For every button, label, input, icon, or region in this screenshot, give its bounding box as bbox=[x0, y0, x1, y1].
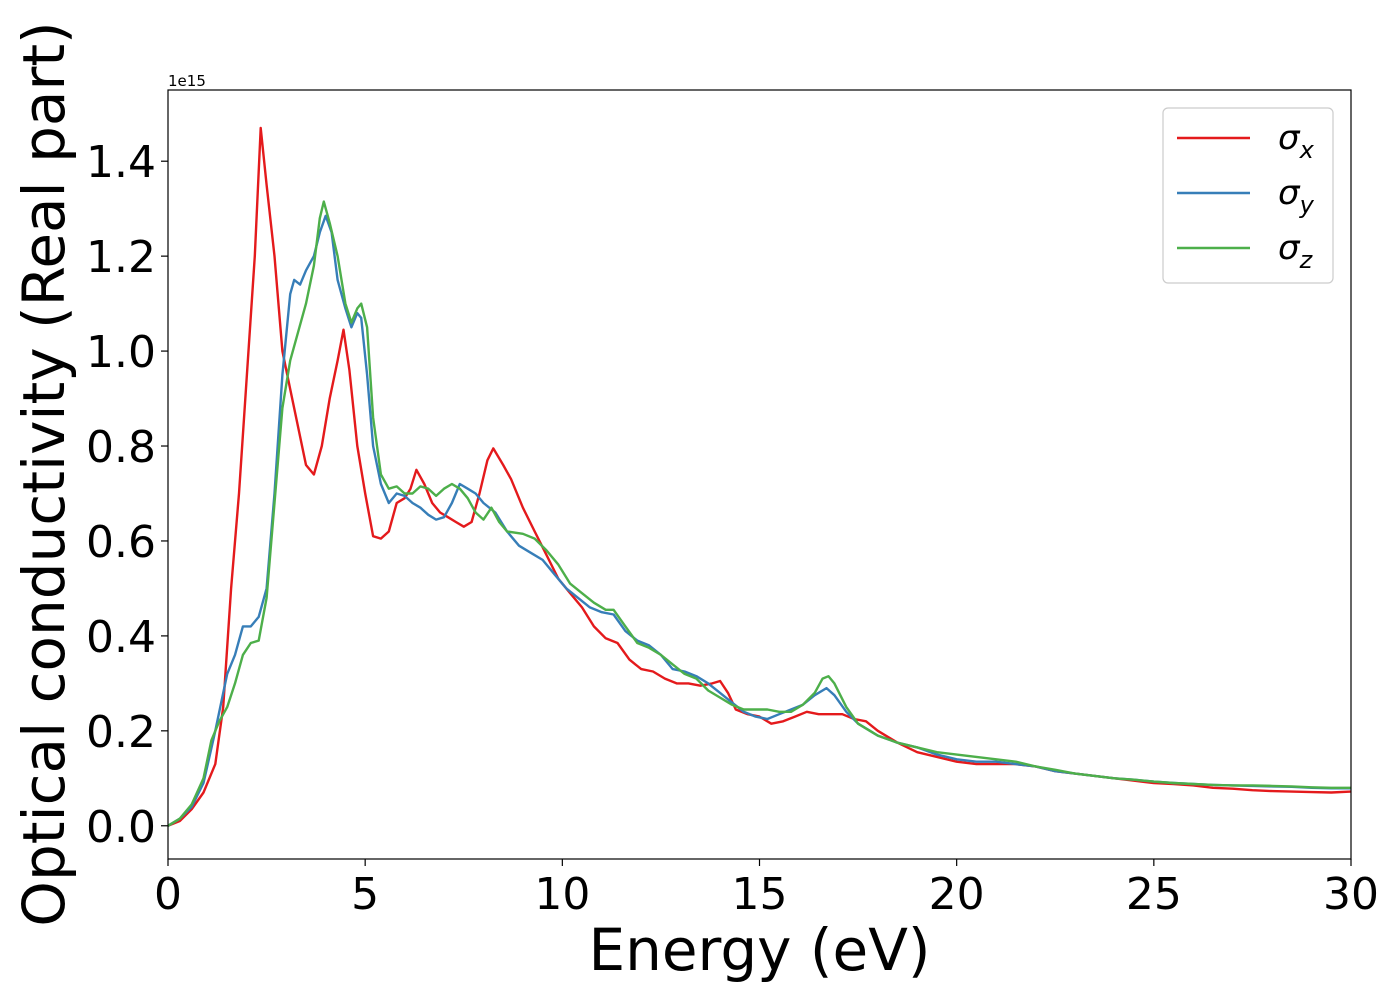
y-tick-label: 0.6 bbox=[86, 517, 156, 568]
y-offset-label: 1e15 bbox=[168, 72, 206, 90]
y-tick-label: 0.8 bbox=[86, 422, 156, 473]
y-tick-label: 1.2 bbox=[86, 232, 156, 283]
legend-label-z: σz bbox=[1278, 228, 1314, 274]
legend-box bbox=[1162, 107, 1334, 284]
x-tick-label: 15 bbox=[732, 869, 788, 920]
legend: σx σy σz bbox=[1162, 107, 1334, 284]
y-tick-label: 1.4 bbox=[86, 137, 156, 188]
legend-label-y: σy bbox=[1278, 173, 1315, 219]
x-tick-label: 30 bbox=[1323, 869, 1379, 920]
series-line-z bbox=[168, 200, 1351, 827]
x-axis-label: Energy (eV) bbox=[588, 916, 930, 984]
y-tick-label: 0.0 bbox=[86, 802, 156, 853]
x-axis-ticks: 0 5 10 15 20 25 30 bbox=[154, 859, 1379, 920]
y-tick-label: 1.0 bbox=[86, 327, 156, 378]
x-tick-label: 5 bbox=[351, 869, 379, 920]
y-axis-ticks: 0.0 0.2 0.4 0.6 0.8 1.0 1.2 1.4 bbox=[86, 137, 168, 853]
x-tick-label: 10 bbox=[534, 869, 590, 920]
y-tick-label: 0.4 bbox=[86, 612, 156, 663]
y-axis-label: Optical conductivity (Real part) bbox=[10, 21, 78, 926]
x-tick-label: 20 bbox=[929, 869, 985, 920]
x-tick-label: 0 bbox=[154, 869, 182, 920]
series-lines bbox=[168, 126, 1351, 827]
x-tick-label: 25 bbox=[1126, 869, 1182, 920]
y-tick-label: 0.2 bbox=[86, 707, 156, 758]
legend-label-x: σx bbox=[1278, 118, 1315, 164]
